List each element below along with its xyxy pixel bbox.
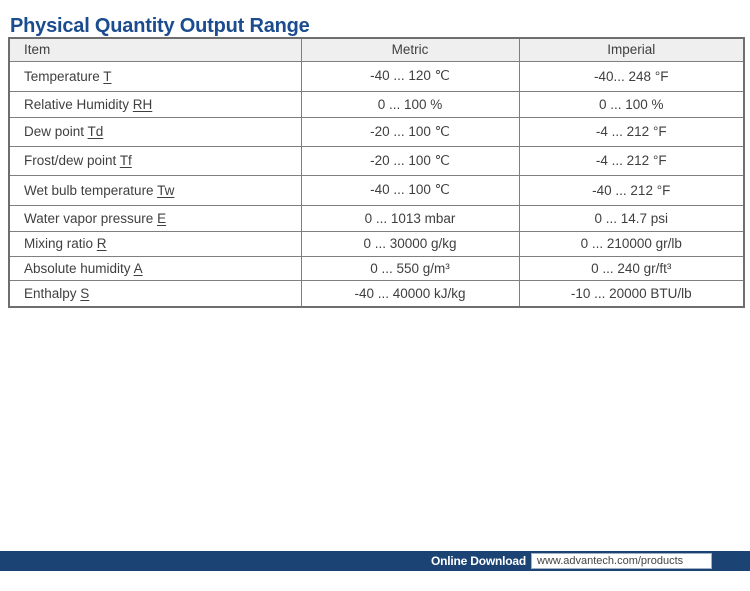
metric-value: -20 ... 100 ℃ [300,145,520,176]
item-cell: Frost/dew point Tf [8,145,302,176]
item-symbol: Tf [119,153,132,168]
item-label: Enthalpy [24,285,81,301]
item-symbol: Td [87,124,104,139]
item-cell: Enthalpy S [8,279,302,308]
table-row: Water vapor pressure E 0 ... 1013 mbar 0… [8,204,745,232]
imperial-value: -4 ... 212 °F [518,116,745,147]
item-symbol: S [80,285,90,301]
item-label: Water vapor pressure [24,210,158,226]
download-url-box[interactable]: www.advantech.com/products [531,553,712,569]
item-symbol: T [103,68,112,84]
table-row: Relative Humidity RH 0 ... 100 % 0 ... 1… [8,90,745,118]
metric-value: -20 ... 100 ℃ [300,116,520,147]
metric-value: 0 ... 1013 mbar [300,204,520,232]
item-cell: Mixing ratio R [8,230,302,257]
imperial-value: -4 ... 212 °F [518,145,745,176]
download-url[interactable]: www.advantech.com/products [537,555,684,567]
metric-value: 0 ... 550 g/m³ [300,255,520,281]
item-symbol: E [157,210,167,226]
metric-value: -40 ... 40000 kJ/kg [300,279,520,308]
imperial-value: -10 ... 20000 BTU/lb [518,279,745,308]
item-cell: Relative Humidity RH [8,90,302,118]
item-cell: Wet bulb temperature Tw [8,174,302,206]
table-row: Mixing ratio R 0 ... 30000 g/kg 0 ... 21… [8,230,745,257]
item-label: Mixing ratio [24,236,97,251]
item-label: Relative Humidity [24,96,133,112]
item-label: Temperature [24,68,104,84]
page-title: Physical Quantity Output Range [10,15,310,38]
item-symbol: RH [132,96,153,112]
imperial-value: 0 ... 240 gr/ft³ [518,255,745,281]
metric-value: -40 ... 100 ℃ [300,174,520,206]
item-symbol: R [96,236,107,251]
imperial-value: 0 ... 14.7 psi [518,204,745,232]
item-cell: Temperature T [8,60,302,92]
table-row: Dew point Td -20 ... 100 ℃ -4 ... 212 °F [8,116,745,147]
table-row: Enthalpy S -40 ... 40000 kJ/kg -10 ... 2… [8,279,745,308]
column-header-imperial: Imperial [518,37,745,62]
metric-value: 0 ... 30000 g/kg [300,230,520,257]
item-symbol: A [133,260,143,276]
item-label: Frost/dew point [24,153,120,168]
item-label: Wet bulb temperature [24,182,158,198]
metric-value: 0 ... 100 % [300,90,520,118]
footer-download-bar: Online Download www.advantech.com/produc… [0,551,750,571]
imperial-value: 0 ... 100 % [518,90,745,118]
column-header-metric: Metric [300,37,520,62]
table-header-row: Item Metric Imperial [8,37,745,62]
item-cell: Absolute humidity A [8,255,302,281]
imperial-value: -40 ... 212 °F [518,174,745,206]
table-row: Frost/dew point Tf -20 ... 100 ℃ -4 ... … [8,145,745,176]
online-download-label: Online Download [431,554,526,568]
column-header-item: Item [8,37,302,62]
imperial-value: 0 ... 210000 gr/lb [518,230,745,257]
item-symbol: Tw [157,182,175,198]
item-label: Absolute humidity [24,260,134,276]
item-cell: Water vapor pressure E [8,204,302,232]
metric-value: -40 ... 120 ℃ [300,60,520,92]
item-cell: Dew point Td [8,116,302,147]
item-label: Dew point [24,124,88,139]
table-row: Temperature T -40 ... 120 ℃ -40... 248 °… [8,60,745,92]
table-row: Wet bulb temperature Tw -40 ... 100 ℃ -4… [8,174,745,206]
imperial-value: -40... 248 °F [518,60,745,92]
physical-quantity-table: Item Metric Imperial Temperature T -40 .… [8,37,745,308]
table-row: Absolute humidity A 0 ... 550 g/m³ 0 ...… [8,255,745,281]
